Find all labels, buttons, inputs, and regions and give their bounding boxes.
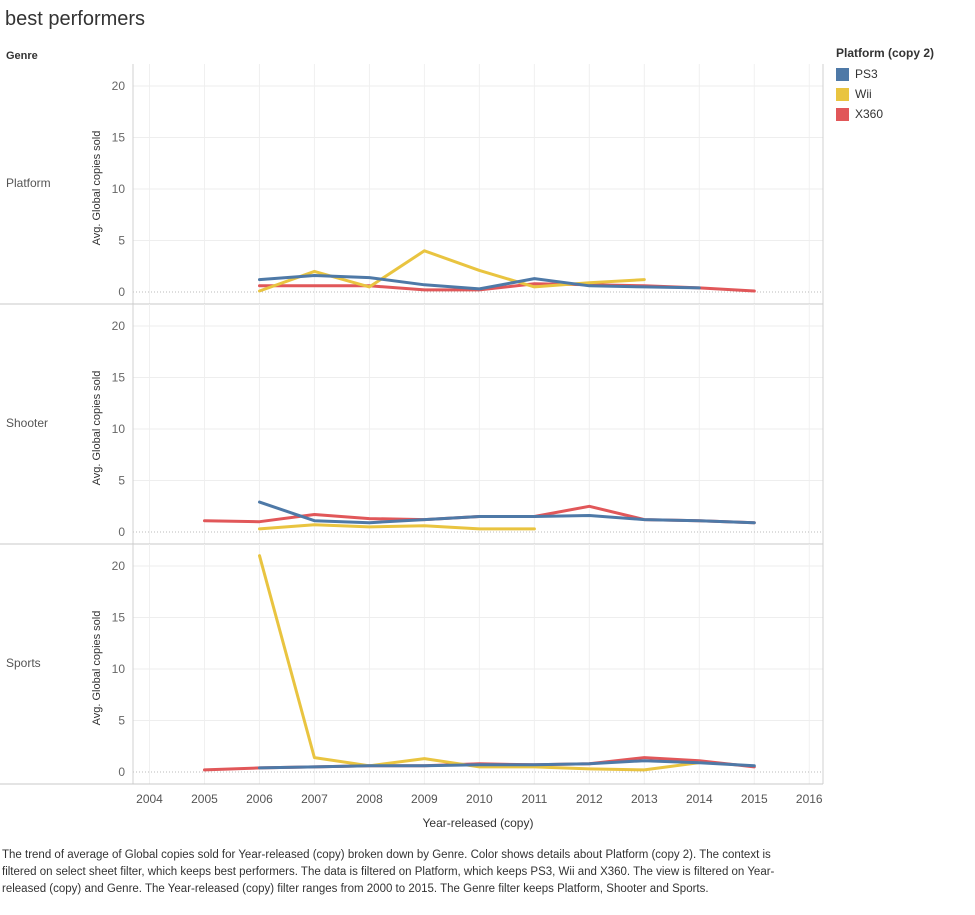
- y-tick-label: 15: [112, 371, 126, 385]
- y-tick-label: 15: [112, 131, 126, 145]
- panel-platform: 0 5 10 15 20 Platform Avg. Global copies sold: [0, 64, 824, 305]
- y-tick-label: 5: [118, 474, 125, 488]
- legend-item-wii[interactable]: Wii: [836, 84, 934, 104]
- legend-label-x360: X360: [855, 107, 884, 121]
- x-tick-label: 2014: [686, 792, 713, 806]
- x-tick-label: 2011: [521, 792, 547, 806]
- x-tick-label: 2010: [466, 792, 493, 806]
- series-line-wii: [258, 523, 536, 531]
- chart-area: Genre 0 5 10 15 20 Platform Avg. Global copies …: [0, 50, 824, 830]
- legend-swatch-ps3: [836, 67, 849, 81]
- x-tick-label: 2015: [741, 792, 768, 806]
- genre-label: Platform: [6, 176, 51, 190]
- x-tick-label: 2008: [356, 792, 383, 806]
- legend-label-wii: Wii: [855, 87, 872, 101]
- chart-caption: The trend of average of Global copies so…: [2, 849, 775, 895]
- legend-item-x360[interactable]: X360: [836, 104, 934, 124]
- x-tick-label: 2007: [301, 792, 328, 806]
- legend-swatch-wii: [836, 87, 849, 101]
- y-tick-label: 0: [118, 525, 125, 539]
- y-axis-title: Avg. Global copies sold: [91, 611, 103, 726]
- y-axis-title: Avg. Global copies sold: [91, 371, 103, 486]
- y-tick-label: 20: [112, 559, 126, 573]
- x-tick-label: 2016: [796, 792, 823, 806]
- y-tick-label: 5: [118, 234, 125, 248]
- x-tick-label: 2009: [411, 792, 438, 806]
- legend-title: Platform (copy 2): [836, 46, 935, 60]
- series-line-ps3: [258, 500, 756, 525]
- y-tick-label: 10: [112, 422, 126, 436]
- legend-item-ps3[interactable]: PS3: [836, 64, 934, 84]
- y-tick-label: 0: [118, 765, 125, 779]
- x-tick-label: 2004: [136, 792, 163, 806]
- legend[interactable]: Platform (copy 2) PS3 Wii X360: [836, 46, 934, 124]
- genre-label: Sports: [6, 656, 41, 670]
- legend-label-ps3: PS3: [855, 67, 878, 81]
- y-tick-label: 0: [118, 285, 125, 299]
- panel-sports: 0 5 10 15 20 Sports Avg. Global copies sold: [0, 544, 824, 785]
- genre-label: Shooter: [6, 416, 48, 430]
- y-tick-label: 15: [112, 611, 126, 625]
- y-tick-label: 20: [112, 79, 126, 93]
- y-tick-label: 10: [112, 662, 126, 676]
- series-line-ps3: [258, 274, 701, 291]
- x-tick-label: 2006: [246, 792, 273, 806]
- x-tick-label: 2005: [191, 792, 218, 806]
- chart-title: best performers: [5, 8, 146, 30]
- series-line-ps3: [258, 759, 756, 770]
- y-tick-label: 5: [118, 714, 125, 728]
- y-tick-label: 20: [112, 319, 126, 333]
- legend-swatch-x360: [836, 107, 849, 121]
- y-tick-label: 10: [112, 182, 126, 196]
- x-tick-label: 2013: [631, 792, 658, 806]
- y-axis-title: Avg. Global copies sold: [91, 131, 103, 246]
- x-tick-label: 2012: [576, 792, 603, 806]
- panel-shooter: 0 5 10 15 20 Shooter Avg. Global copies sold: [0, 304, 824, 545]
- x-axis-title: Year-released (copy): [423, 816, 534, 830]
- row-header-genre: Genre: [6, 50, 38, 62]
- series-line-wii: [258, 554, 701, 772]
